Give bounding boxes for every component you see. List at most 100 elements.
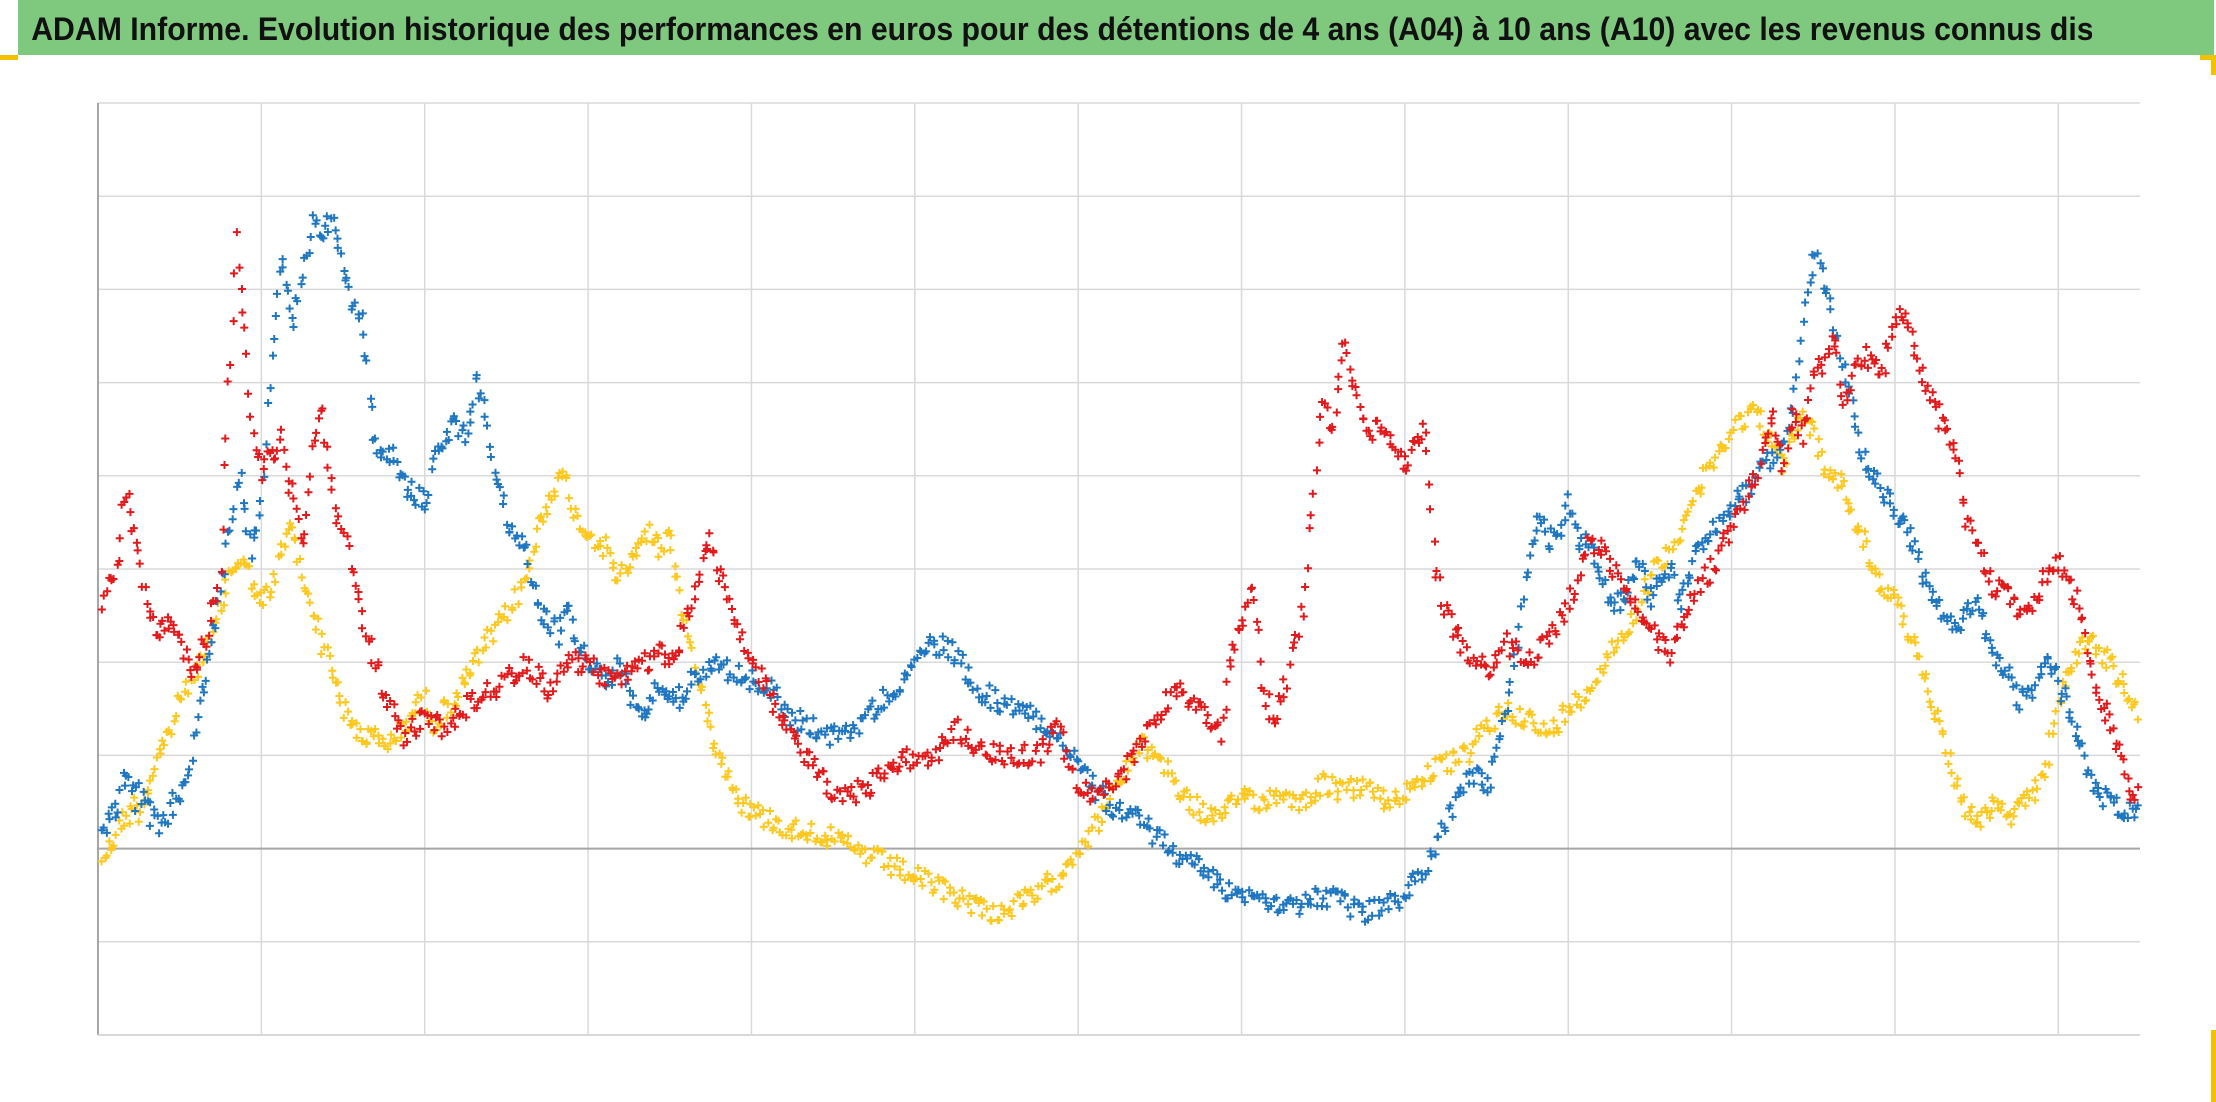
series-2-marker [304, 589, 313, 598]
series-1-marker [1879, 493, 1888, 502]
series-0-marker [229, 317, 238, 326]
series-2-marker [654, 552, 663, 561]
series-1-marker [288, 314, 297, 323]
series-2-marker [1576, 703, 1585, 712]
series-1-marker [1963, 599, 1972, 608]
series-0-marker [1828, 332, 1837, 341]
series-0-marker [1771, 431, 1780, 440]
series-1-marker [891, 692, 900, 701]
series-2-marker [724, 767, 733, 776]
series-2-marker [1296, 794, 1305, 803]
series-1-marker [492, 475, 501, 484]
series-1-marker [1519, 595, 1528, 604]
series-1-marker [385, 458, 394, 467]
series-2-marker [227, 568, 236, 577]
series-0-marker [1312, 466, 1321, 475]
series-1-marker [1000, 694, 1009, 703]
series-1-marker [134, 779, 143, 788]
series-0-marker [323, 463, 332, 472]
series-0-marker [1843, 396, 1852, 405]
series-1-marker [1424, 866, 1433, 875]
series-2-marker [259, 600, 268, 609]
series-0-marker [809, 761, 818, 770]
series-0-marker [381, 691, 390, 700]
series-1-marker [1638, 559, 1647, 568]
series-1-marker [319, 234, 328, 243]
series-2-marker [231, 563, 240, 572]
series-1-marker [1433, 833, 1442, 842]
series-2-marker [1833, 483, 1842, 492]
series-1-marker [628, 691, 637, 700]
series-0-marker [450, 722, 459, 731]
series-1-marker [234, 478, 243, 487]
series-0-marker [1505, 652, 1514, 661]
series-2-marker [1527, 710, 1536, 719]
series-2-marker [1075, 850, 1084, 859]
series-1-marker [1708, 517, 1717, 526]
series-0-marker [229, 269, 238, 278]
series-2-marker [1877, 585, 1886, 594]
series-1-marker [1903, 528, 1912, 537]
series-0-marker [1226, 656, 1235, 665]
series-1-marker [2062, 692, 2071, 701]
series-1-marker [1540, 515, 1549, 524]
series-2-marker [1068, 860, 1077, 869]
series-2-marker [1647, 570, 1656, 579]
series-0-marker [103, 587, 112, 596]
series-0-marker [552, 677, 561, 686]
series-1-marker [1514, 622, 1523, 631]
series-0-marker [823, 777, 832, 786]
series-1-marker [1522, 573, 1531, 582]
series-2-marker [1967, 802, 1976, 811]
series-2-marker [402, 717, 411, 726]
series-2-marker [1601, 661, 1610, 670]
series-1-marker [1523, 568, 1532, 577]
series-1-marker [251, 526, 260, 535]
series-1-marker [2007, 673, 2016, 682]
series-0-marker [853, 776, 862, 785]
series-2-marker [458, 673, 467, 682]
series-2-marker [1567, 707, 1576, 716]
series-0-marker [135, 559, 144, 568]
series-2-marker [758, 806, 767, 815]
series-1-marker [461, 438, 470, 447]
series-1-marker [1346, 912, 1355, 921]
series-0-marker [1373, 416, 1382, 425]
series-2-marker [348, 716, 357, 725]
series-0-marker [1072, 784, 1081, 793]
series-2-marker [1981, 803, 1990, 812]
series-1-marker [201, 676, 210, 685]
series-0-marker [1454, 623, 1463, 632]
series-0-marker [2134, 783, 2143, 792]
series-0-marker [334, 512, 343, 521]
series-2-marker [543, 509, 552, 518]
series-2-marker [1328, 773, 1337, 782]
series-0-marker [235, 263, 244, 272]
series-1-marker [568, 615, 577, 624]
series-0-marker [1104, 779, 1113, 788]
series-1-marker [340, 267, 349, 276]
series-0-marker [1315, 438, 1324, 447]
series-0-marker [430, 726, 439, 735]
series-1-marker [554, 640, 563, 649]
series-1-marker [1007, 695, 1016, 704]
series-2-marker [1837, 470, 1846, 479]
series-2-marker [1168, 769, 1177, 778]
series-1-marker [2012, 701, 2021, 710]
series-1-marker [99, 823, 108, 832]
series-0-marker [1857, 361, 1866, 370]
series-0-marker [924, 761, 933, 770]
series-2-marker [134, 817, 143, 826]
series-1-marker [1873, 469, 1882, 478]
series-1-marker [734, 661, 743, 670]
series-0-marker [720, 583, 729, 592]
series-0-marker [367, 659, 376, 668]
series-2-marker [1227, 791, 1236, 800]
series-0-marker [1241, 602, 1250, 611]
series-0-marker [354, 595, 363, 604]
series-0-marker [1784, 444, 1793, 453]
series-2-marker [1043, 876, 1052, 885]
series-1-marker [1628, 573, 1637, 582]
series-1-marker [675, 703, 684, 712]
series-0-marker [1837, 392, 1846, 401]
